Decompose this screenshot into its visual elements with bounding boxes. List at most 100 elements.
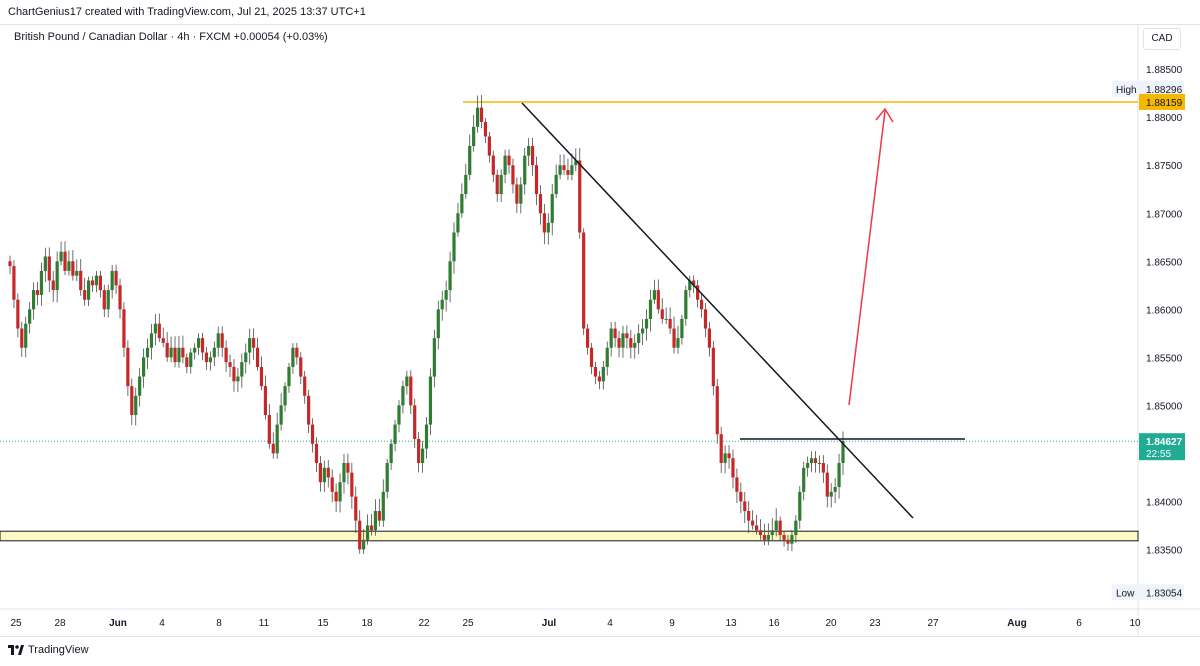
candle-body: [326, 467, 330, 478]
candle-body: [369, 525, 374, 531]
candle-body: [177, 347, 181, 363]
chart-credit: ChartGenius17 created with TradingView.c…: [8, 6, 366, 18]
candle: [460, 183, 464, 218]
candle-body: [656, 290, 660, 310]
last-price-tag: [1139, 433, 1185, 461]
candle-body: [153, 323, 157, 334]
candle: [456, 202, 460, 237]
candle-body: [385, 463, 389, 492]
candle: [727, 445, 731, 469]
price-tick-label: 1.84000: [1146, 497, 1183, 508]
candle: [417, 432, 421, 473]
price-tick-label: 1.87500: [1146, 161, 1183, 172]
candle-body: [558, 165, 562, 175]
candle-body: [527, 146, 531, 156]
candle-body: [35, 290, 40, 295]
candle: [197, 333, 201, 356]
candle: [688, 275, 692, 298]
candle-body: [507, 155, 511, 166]
candle-body: [428, 376, 433, 425]
price-chart[interactable]: 1.88500 1.88000 1.87500 1.87000 1.86500 1.860…: [0, 25, 1200, 635]
candle: [739, 482, 743, 514]
candle-body: [672, 328, 676, 348]
candle-body: [719, 434, 723, 463]
candle: [527, 138, 531, 166]
candle: [303, 370, 307, 404]
candle-body: [263, 386, 268, 415]
price-tick-label: 1.85500: [1146, 353, 1183, 364]
candle-body: [696, 285, 700, 300]
candle-body: [389, 443, 393, 463]
candle: [829, 483, 833, 508]
candle: [149, 323, 154, 360]
candle-body: [145, 347, 150, 358]
candle: [648, 289, 653, 332]
candle-body: [405, 376, 409, 387]
candle: [409, 370, 413, 415]
time-tick-label: 9: [669, 618, 675, 629]
candle: [813, 451, 818, 473]
candle: [334, 483, 338, 513]
candle-body: [197, 338, 201, 348]
legend-change: +0.00054 (+0.03%): [233, 31, 328, 43]
candle: [79, 259, 83, 296]
currency-button[interactable]: CAD: [1143, 28, 1181, 50]
candle-body: [283, 386, 287, 406]
candle-body: [751, 520, 755, 526]
candle-body: [652, 290, 656, 300]
candle-body: [16, 299, 20, 329]
candle-body: [570, 165, 574, 175]
candle-body: [354, 496, 358, 521]
candle-body: [310, 424, 315, 444]
time-tick-label: 11: [259, 618, 270, 629]
candle-body: [134, 395, 138, 415]
candle: [322, 460, 326, 492]
candle: [350, 462, 354, 509]
candle-body: [224, 347, 228, 363]
candle: [507, 149, 511, 174]
candle-body: [12, 266, 16, 300]
top-bar: ChartGenius17 created with TradingView.c…: [0, 0, 1200, 25]
candle: [28, 301, 32, 334]
candle: [20, 321, 24, 357]
candle-body: [499, 174, 503, 195]
candle: [165, 332, 169, 362]
candle: [751, 510, 755, 530]
candle: [766, 523, 770, 546]
candles: [8, 95, 845, 554]
candle: [774, 508, 778, 537]
candle: [578, 148, 582, 239]
candle: [153, 313, 157, 346]
candle: [24, 316, 28, 358]
candle: [786, 535, 790, 551]
candle-body: [743, 501, 747, 512]
candle: [809, 451, 814, 473]
candle-body: [401, 386, 405, 406]
candle: [656, 279, 660, 314]
tradingview-logo[interactable]: TradingView: [8, 644, 89, 656]
candle: [193, 343, 197, 360]
candle-body: [126, 347, 130, 387]
candle: [130, 378, 134, 426]
price-tick-label: 1.88500: [1146, 65, 1183, 76]
low-label-bg: [1112, 584, 1184, 601]
time-tick-label: Jun: [109, 618, 127, 629]
candle: [240, 353, 244, 388]
candle: [102, 284, 106, 318]
candle: [554, 164, 558, 199]
candle: [637, 324, 641, 355]
candle-body: [680, 318, 684, 339]
price-tick-label: 1.85000: [1146, 401, 1183, 412]
candle: [381, 479, 385, 527]
candle: [385, 458, 389, 499]
time-tick-label: 22: [418, 618, 430, 629]
candle: [255, 337, 260, 371]
candle: [405, 370, 409, 395]
candle: [664, 307, 668, 325]
candle-body: [609, 328, 613, 348]
candle-body: [472, 126, 476, 147]
candle-body: [444, 290, 448, 300]
candle-body: [365, 525, 370, 540]
time-tick-label: 15: [317, 618, 329, 629]
candle: [570, 153, 574, 181]
